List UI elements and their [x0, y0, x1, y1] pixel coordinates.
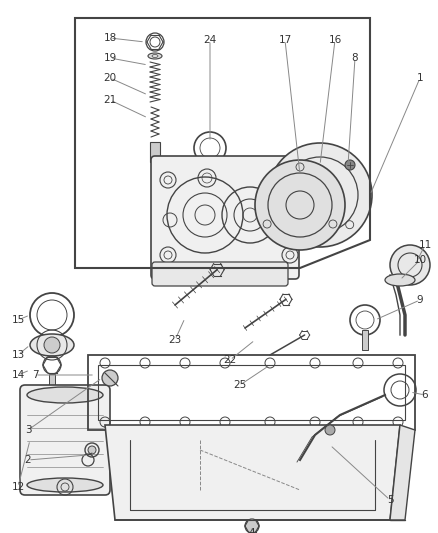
Text: 15: 15 [11, 315, 25, 325]
Text: 25: 25 [233, 380, 247, 390]
Text: 10: 10 [413, 255, 427, 265]
Circle shape [325, 425, 335, 435]
Ellipse shape [385, 274, 415, 286]
Circle shape [245, 519, 259, 533]
Text: 23: 23 [168, 335, 182, 345]
Bar [150, 142, 160, 162]
Text: 4: 4 [249, 528, 255, 533]
Text: 13: 13 [11, 350, 25, 360]
Text: 3: 3 [25, 425, 31, 435]
Text: 20: 20 [103, 73, 117, 83]
Circle shape [268, 143, 372, 247]
Text: 5: 5 [387, 495, 393, 505]
Text: 14: 14 [11, 370, 25, 380]
Text: 22: 22 [223, 355, 237, 365]
Text: 19: 19 [103, 53, 117, 63]
Text: 7: 7 [32, 370, 38, 380]
Bar [49, 374, 55, 386]
Text: 18: 18 [103, 33, 117, 43]
Text: 16: 16 [328, 35, 342, 45]
Text: 24: 24 [203, 35, 217, 45]
FancyBboxPatch shape [20, 385, 110, 495]
Ellipse shape [27, 478, 103, 492]
Bar [362, 330, 368, 350]
Text: 2: 2 [25, 455, 31, 465]
Circle shape [44, 337, 60, 353]
Ellipse shape [27, 387, 103, 403]
Text: 17: 17 [279, 35, 292, 45]
Text: 9: 9 [417, 295, 423, 305]
Ellipse shape [148, 53, 162, 59]
Text: 1: 1 [417, 73, 423, 83]
FancyBboxPatch shape [151, 156, 299, 279]
Circle shape [88, 446, 96, 454]
Text: 8: 8 [352, 53, 358, 63]
Circle shape [390, 245, 430, 285]
Circle shape [345, 160, 355, 170]
Text: 12: 12 [11, 482, 25, 492]
Circle shape [255, 160, 345, 250]
Ellipse shape [30, 334, 74, 356]
FancyBboxPatch shape [152, 262, 288, 286]
Polygon shape [105, 425, 400, 520]
Circle shape [102, 370, 118, 386]
Text: 21: 21 [103, 95, 117, 105]
Text: 11: 11 [418, 240, 431, 250]
Text: 6: 6 [422, 390, 428, 400]
Polygon shape [390, 425, 415, 520]
